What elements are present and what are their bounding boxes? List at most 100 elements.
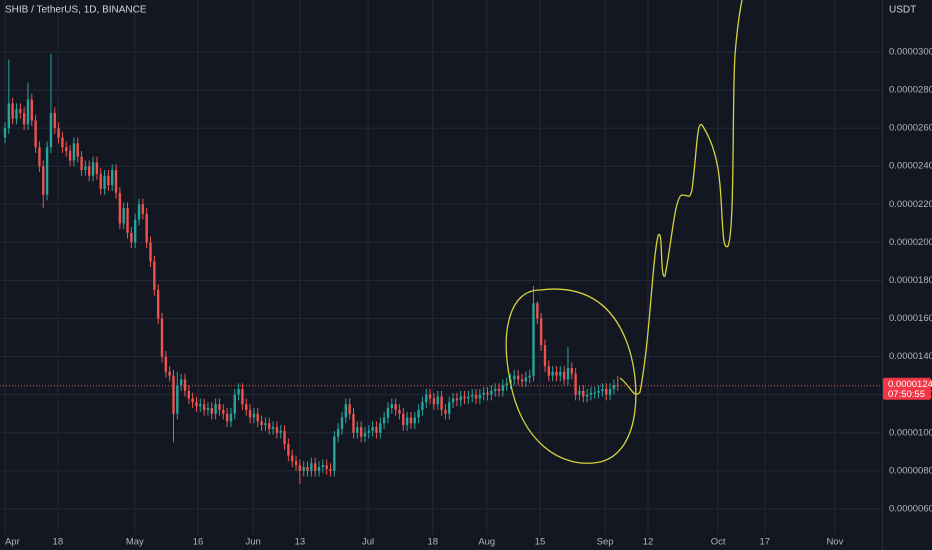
candle-body (578, 390, 581, 395)
candle-body (233, 394, 236, 414)
candle-body (19, 109, 22, 113)
candle-body (505, 383, 508, 386)
candle-body (608, 388, 612, 395)
candle-body (467, 396, 470, 399)
candle-body (524, 377, 528, 382)
candle-body (336, 428, 340, 437)
candle-body (344, 404, 348, 418)
y-tick-label: 0.00003000 (889, 46, 932, 57)
candle-body (574, 373, 577, 395)
candle-body (126, 208, 129, 233)
candle-body (248, 409, 252, 418)
candle-body (532, 303, 535, 376)
candle-body (57, 128, 60, 138)
candle-body (436, 396, 439, 405)
x-tick-label: 18 (427, 537, 438, 548)
x-tick-label: May (126, 537, 144, 548)
candle-body (536, 303, 539, 319)
candle-body (310, 463, 313, 471)
candle-body (26, 99, 30, 125)
candle-body (256, 413, 259, 422)
candle-body (202, 404, 206, 410)
candle-body (612, 385, 616, 389)
candle-body (214, 404, 217, 414)
candle-body (264, 423, 267, 426)
candles (3, 53, 619, 485)
candle-body (386, 408, 390, 418)
candle-body (555, 371, 558, 376)
x-tick-label: Sep (597, 537, 614, 548)
x-tick-label: 18 (53, 537, 64, 548)
candle-body (38, 147, 41, 167)
candle-body (490, 390, 493, 395)
candle-body (260, 421, 263, 426)
candle-body (398, 409, 401, 414)
candle-body (340, 417, 344, 429)
x-tick-label: Aug (478, 537, 495, 548)
candle-body (187, 390, 190, 399)
candle-body (329, 468, 332, 471)
candle-body (179, 379, 183, 386)
candle-body (225, 413, 229, 422)
candle-body (432, 398, 436, 405)
candle-body (302, 467, 305, 471)
candle-body (99, 173, 102, 190)
candle-body (528, 375, 531, 378)
candle-body (582, 390, 585, 397)
candle-body (497, 388, 501, 391)
candle-body (463, 396, 466, 399)
candle-body (589, 392, 593, 395)
candle-body (486, 392, 489, 395)
candle-body (291, 455, 294, 462)
candle-body (107, 175, 110, 186)
candle-body (425, 394, 428, 403)
candle-body (394, 404, 397, 410)
candle-body (283, 430, 286, 445)
candle-body (268, 423, 271, 429)
candle-body (428, 394, 432, 399)
projection-line (619, 0, 743, 395)
candle-body (570, 368, 573, 374)
candle-body (76, 143, 79, 157)
candle-body (30, 99, 33, 121)
candle-body (421, 402, 424, 410)
candle-body (137, 204, 141, 220)
x-tick-label: Jul (362, 537, 374, 548)
candle-body (45, 147, 49, 195)
candle-body (333, 436, 336, 471)
candle-body (237, 388, 240, 395)
circle-annotation (505, 288, 637, 464)
candle-body (605, 388, 608, 395)
candle-body (448, 402, 451, 414)
candle-body (218, 404, 221, 410)
candle-body (183, 379, 187, 391)
candle-body (405, 417, 409, 426)
candle-body (559, 371, 562, 376)
candle-body (15, 109, 18, 119)
candle-body (49, 112, 53, 148)
candle-body (111, 170, 114, 186)
chart-title: SHIB / TetherUS, 1D, BINANCE (5, 5, 147, 16)
candle-body (95, 162, 99, 174)
candle-body (455, 398, 459, 401)
candle-body (91, 162, 95, 176)
last-price-tag (883, 377, 931, 400)
candle-body (7, 103, 10, 129)
candle-body (172, 375, 175, 414)
candle-body (402, 413, 405, 426)
candle-body (252, 413, 256, 418)
candle-body (271, 427, 275, 429)
candle-body (547, 366, 550, 376)
candle-body (199, 404, 202, 407)
candle-body (68, 150, 72, 161)
candle-body (478, 394, 482, 399)
